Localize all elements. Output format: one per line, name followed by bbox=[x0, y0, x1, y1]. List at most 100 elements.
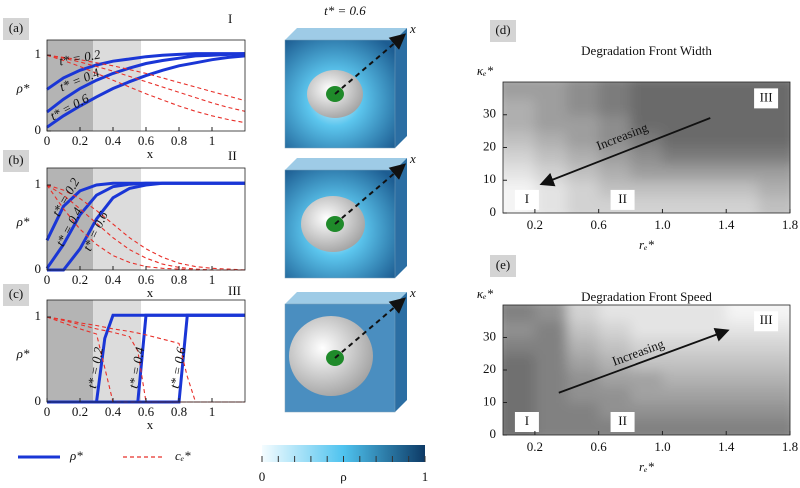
contour-cell bbox=[534, 353, 568, 371]
contour-cell bbox=[726, 82, 759, 99]
y-axis-label: ρ* bbox=[16, 346, 30, 361]
contour-cell bbox=[598, 98, 632, 116]
x-tick-label: 0.2 bbox=[72, 404, 88, 419]
contour-cell bbox=[534, 386, 568, 403]
render bbox=[284, 292, 407, 413]
contour-cell bbox=[758, 386, 790, 403]
chart-title: Degradation Front Width bbox=[581, 43, 712, 58]
regime-box bbox=[754, 88, 779, 109]
contour-cells bbox=[503, 305, 790, 435]
contour-cell bbox=[630, 98, 663, 116]
contour-cell bbox=[694, 163, 727, 181]
contour-cell bbox=[630, 196, 663, 213]
y-axis-label: ρ* bbox=[16, 214, 30, 229]
y-tick-label: 30 bbox=[483, 328, 496, 343]
contour-cell bbox=[758, 131, 790, 148]
contour-cell bbox=[534, 196, 568, 213]
contour-cell bbox=[503, 305, 536, 322]
contour-cell bbox=[726, 321, 759, 338]
x-axis-label: x bbox=[147, 146, 154, 161]
contour-cell bbox=[566, 82, 600, 99]
x-tick-label: 0.4 bbox=[105, 133, 122, 148]
contour-cell bbox=[598, 305, 632, 322]
contour-cell bbox=[694, 114, 727, 132]
contour-cell bbox=[598, 114, 632, 132]
contour-cell bbox=[566, 196, 600, 213]
regime-label: II bbox=[618, 191, 627, 206]
colorbar-tick-label: 1 bbox=[422, 469, 429, 484]
contour-cell bbox=[758, 196, 790, 213]
contour-cell bbox=[662, 337, 695, 355]
contour-cell bbox=[598, 321, 632, 338]
contour-cell bbox=[534, 114, 568, 132]
contour-cell bbox=[630, 402, 663, 420]
x-axis-label: x bbox=[147, 285, 154, 300]
contour-cell bbox=[726, 196, 759, 213]
x-tick-label: 1.8 bbox=[782, 439, 798, 454]
colorbar-tick-label: 0 bbox=[259, 469, 266, 484]
series-line bbox=[46, 52, 246, 114]
shaded-region bbox=[47, 300, 94, 402]
contour-cell bbox=[566, 131, 600, 148]
contour-cell bbox=[758, 353, 790, 371]
contour-cells bbox=[503, 82, 790, 213]
series-label: t* = 0.2 bbox=[58, 46, 102, 68]
contour-cell bbox=[503, 98, 536, 116]
contour-cell bbox=[662, 305, 695, 322]
x-tick-label: 0 bbox=[44, 404, 51, 419]
y-tick-label: 30 bbox=[483, 106, 496, 121]
regime-box bbox=[514, 189, 539, 210]
contour-cell bbox=[598, 337, 632, 355]
contour-cell bbox=[662, 386, 695, 403]
contour-cell bbox=[662, 131, 695, 148]
colorbar bbox=[262, 445, 425, 462]
y-axis-label: κₑ* bbox=[477, 286, 494, 301]
contour-cell bbox=[694, 402, 727, 420]
x-tick-label: 1 bbox=[209, 133, 216, 148]
x-axis-label: rₑ* bbox=[639, 237, 654, 252]
contour-cell bbox=[534, 418, 568, 435]
panel-label-box bbox=[3, 150, 29, 172]
y-tick-label: 0 bbox=[35, 122, 42, 137]
contour-cell bbox=[662, 114, 695, 132]
series-line bbox=[47, 181, 245, 272]
contour-cell bbox=[662, 196, 695, 213]
contour-cell bbox=[503, 163, 536, 181]
contour-cell bbox=[694, 305, 727, 322]
contour-cell bbox=[726, 337, 759, 355]
contour-cell bbox=[598, 163, 632, 181]
regime-label: II bbox=[228, 148, 237, 163]
contour-cell bbox=[694, 337, 727, 355]
contour-cell bbox=[662, 418, 695, 435]
x-tick-label: 0 bbox=[44, 133, 51, 148]
contour-cell bbox=[662, 98, 695, 116]
contour-cell bbox=[534, 98, 568, 116]
contour-cell bbox=[503, 370, 536, 387]
contour-cell bbox=[726, 131, 759, 148]
y-tick-label: 0 bbox=[490, 204, 497, 219]
y-tick-label: 0 bbox=[35, 393, 42, 408]
contour-cell bbox=[694, 370, 727, 387]
contour-cell bbox=[758, 418, 790, 435]
contour-cell bbox=[630, 114, 663, 132]
x-tick-label: 0.4 bbox=[105, 404, 122, 419]
contour-cell bbox=[630, 180, 663, 198]
series-label: t* = 0.6 bbox=[167, 345, 189, 389]
regime-box bbox=[610, 189, 635, 210]
contour-field bbox=[503, 305, 790, 435]
contour-cell bbox=[726, 114, 759, 132]
contour-cell bbox=[598, 386, 632, 403]
contour-cell bbox=[503, 114, 536, 132]
contour-cell bbox=[566, 305, 600, 322]
regime-label: III bbox=[760, 312, 773, 327]
x-tick-label: 1.4 bbox=[718, 439, 735, 454]
regime-label: III bbox=[228, 283, 241, 298]
contour-cell bbox=[503, 353, 536, 371]
regime-label: II bbox=[618, 413, 627, 428]
contour-cell bbox=[534, 147, 568, 165]
contour-cell bbox=[630, 337, 663, 355]
series-label: t* = 0.4 bbox=[125, 345, 147, 389]
figure-title: t* = 0.6 bbox=[324, 3, 366, 18]
contour-cell bbox=[566, 98, 600, 116]
